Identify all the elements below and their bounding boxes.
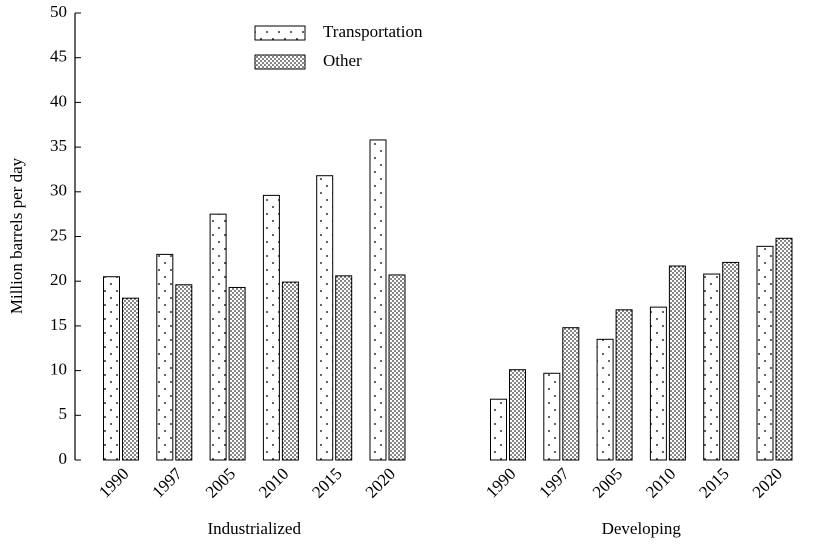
y-tick-label: 25 — [50, 225, 67, 244]
bar — [615, 309, 633, 461]
y-tick-label: 0 — [59, 449, 68, 468]
bar — [722, 261, 740, 461]
bar — [388, 274, 406, 461]
bar — [316, 175, 334, 461]
legend-swatch — [254, 54, 306, 70]
y-tick-label: 40 — [50, 91, 67, 110]
legend-label: Transportation — [323, 22, 423, 41]
legend-swatch — [254, 25, 306, 41]
y-tick-label: 45 — [50, 47, 67, 66]
bar — [509, 369, 526, 461]
bar — [281, 281, 299, 461]
x-tick-label: 2015 — [308, 464, 345, 501]
bar — [228, 286, 246, 461]
x-tick-label: 2020 — [749, 464, 786, 501]
bar — [490, 398, 507, 461]
bar — [175, 284, 193, 461]
y-tick-label: 30 — [50, 181, 67, 200]
bar — [103, 276, 120, 461]
bar — [122, 297, 139, 461]
group-label: Industrialized — [208, 519, 302, 538]
group-label: Developing — [602, 519, 682, 538]
bar — [262, 194, 280, 461]
bar — [775, 237, 793, 461]
bar — [649, 306, 667, 461]
x-tick-label: 1990 — [95, 464, 132, 501]
bar — [703, 273, 721, 461]
y-tick-label: 10 — [50, 360, 67, 379]
x-tick-label: 2010 — [642, 464, 679, 501]
bar — [543, 372, 561, 461]
y-tick-label: 5 — [59, 404, 68, 423]
x-tick-label: 2005 — [589, 464, 626, 501]
x-tick-label: 2015 — [695, 464, 732, 501]
y-tick-label: 15 — [50, 315, 67, 334]
y-tick-label: 50 — [50, 2, 67, 21]
y-tick-label: 35 — [50, 136, 67, 155]
legend-label: Other — [323, 51, 362, 70]
x-tick-label: 2005 — [202, 464, 239, 501]
bar — [756, 245, 774, 461]
x-tick-label: 2020 — [362, 464, 399, 501]
y-tick-label: 20 — [50, 270, 67, 289]
x-tick-label: 1997 — [535, 464, 573, 502]
bar — [335, 275, 353, 461]
x-tick-label: 1997 — [148, 464, 186, 502]
bar — [369, 139, 387, 461]
y-axis-label: Million barrels per day — [7, 157, 26, 314]
bar — [668, 265, 686, 461]
bar — [209, 213, 227, 461]
bar — [562, 327, 580, 461]
x-tick-label: 2010 — [255, 464, 292, 501]
bar — [596, 338, 614, 461]
bar — [156, 253, 174, 461]
x-tick-label: 1990 — [482, 464, 519, 501]
